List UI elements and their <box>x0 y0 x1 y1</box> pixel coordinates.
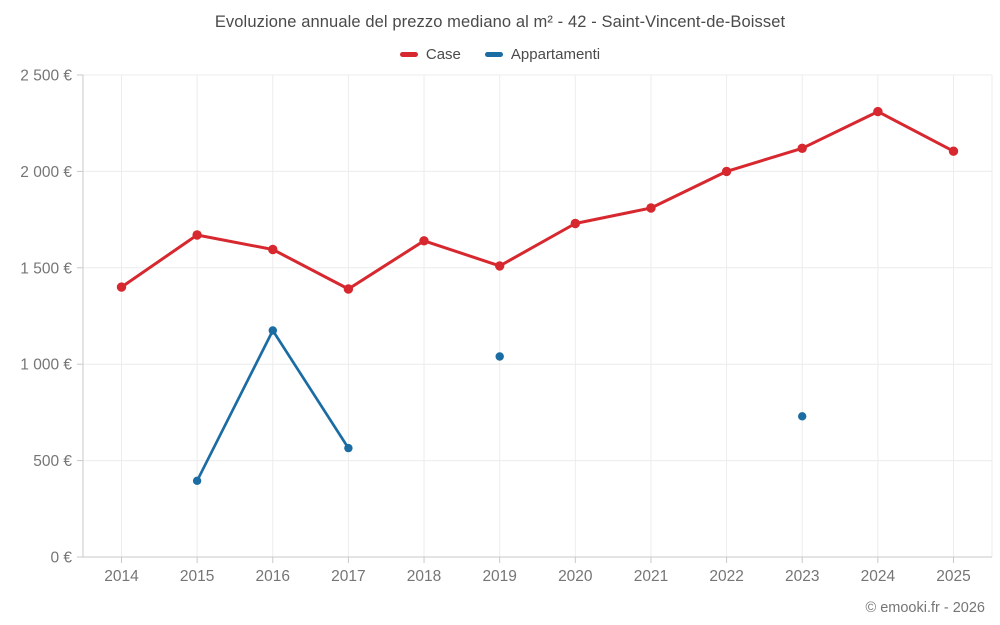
data-point-case-2019[interactable] <box>495 261 505 271</box>
data-point-appartamenti-2015[interactable] <box>192 476 202 485</box>
x-tick-label: 2024 <box>861 568 896 585</box>
data-point-case-2024[interactable] <box>873 106 883 117</box>
series-appartamenti <box>192 326 807 485</box>
x-tick-label: 2023 <box>785 568 819 585</box>
data-point-case-2017[interactable] <box>343 284 354 294</box>
series-case <box>116 106 959 294</box>
axes <box>77 74 992 563</box>
chart-title: Evoluzione annuale del prezzo mediano al… <box>214 13 786 31</box>
legend-item-case[interactable]: Case <box>399 46 461 63</box>
x-tick-label: 2015 <box>180 568 214 585</box>
data-point-appartamenti-2016[interactable] <box>268 326 277 335</box>
x-tick-label: 2021 <box>634 568 668 585</box>
y-tick-label: 2 000 € <box>20 164 72 181</box>
x-tick-label: 2014 <box>104 568 139 585</box>
x-tick-label: 2022 <box>709 568 743 585</box>
x-tick-label: 2017 <box>331 568 365 585</box>
data-point-case-2015[interactable] <box>192 230 202 240</box>
axis-labels: 0 € 500 € 1 000 € 1 500 € 2 000 € 2 500 € 2014… <box>20 68 970 586</box>
data-point-case-2023[interactable] <box>797 143 807 153</box>
data-point-case-2020[interactable] <box>570 218 580 229</box>
data-point-case-2018[interactable] <box>419 236 429 246</box>
y-tick-label: 500 € <box>33 453 72 470</box>
data-point-appartamenti-2023[interactable] <box>798 412 807 421</box>
legend-item-appartamenti[interactable]: Appartamenti <box>484 46 601 63</box>
x-tick-label: 2016 <box>256 568 290 585</box>
data-point-appartamenti-2017[interactable] <box>344 443 353 453</box>
legend-swatch-case <box>399 52 418 57</box>
x-tick-label: 2020 <box>558 568 593 585</box>
x-tick-label: 2025 <box>936 568 970 585</box>
grid-lines <box>83 74 993 557</box>
data-point-case-2016[interactable] <box>268 244 278 255</box>
x-tick-label: 2019 <box>482 568 516 585</box>
data-point-case-2021[interactable] <box>646 203 656 213</box>
data-point-case-2025[interactable] <box>948 146 959 156</box>
legend: Case Appartamenti <box>0 46 1000 63</box>
x-tick-label: 2018 <box>407 568 441 585</box>
copyright-text: © emooki.fr - 2026 <box>865 600 985 616</box>
data-point-appartamenti-2019[interactable] <box>495 352 504 361</box>
data-point-case-2014[interactable] <box>116 282 127 292</box>
y-tick-label: 2 500 € <box>20 68 72 85</box>
data-point-case-2022[interactable] <box>721 166 732 177</box>
y-tick-label: 0 € <box>50 550 72 567</box>
legend-swatch-appartamenti <box>484 52 503 57</box>
y-tick-label: 1 000 € <box>20 357 72 374</box>
y-tick-label: 1 500 € <box>20 260 72 277</box>
legend-label-appartamenti: Appartamenti <box>510 46 601 63</box>
series-line-case <box>120 110 955 291</box>
legend-label-case: Case <box>425 46 461 63</box>
